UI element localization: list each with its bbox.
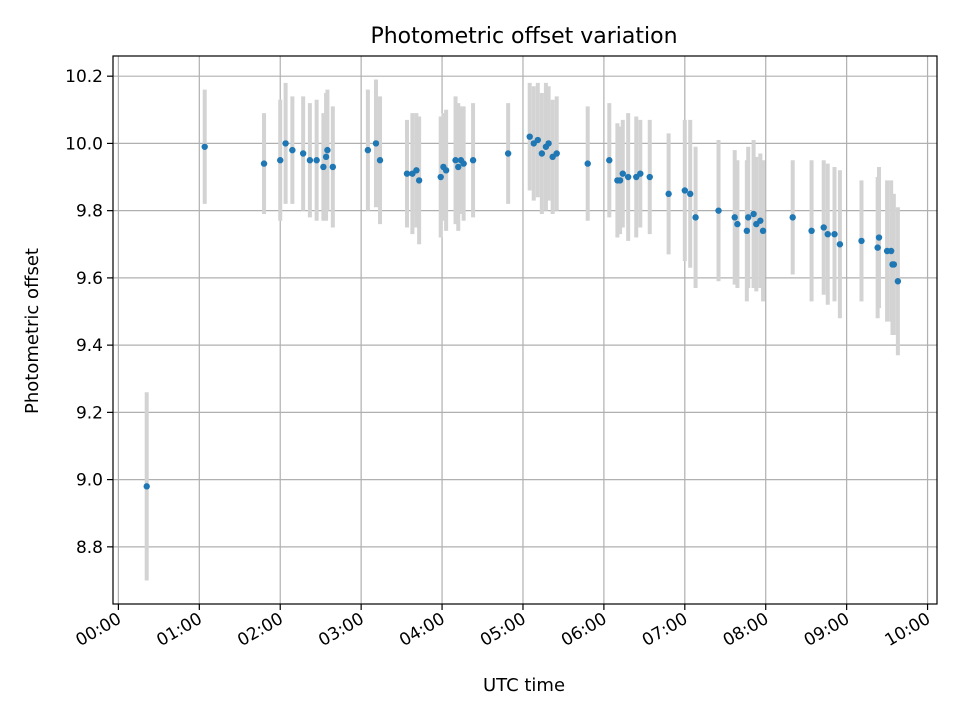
x-tick-label: 06:00	[558, 609, 610, 651]
data-point	[403, 170, 411, 177]
data-point	[619, 170, 626, 177]
x-tick-label: 01:00	[153, 609, 205, 651]
data-points	[143, 133, 902, 490]
x-tick-label: 03:00	[315, 609, 367, 651]
x-tick-label: 05:00	[477, 609, 529, 651]
data-point	[831, 230, 838, 238]
x-tick-label: 02:00	[234, 609, 286, 651]
data-point	[324, 146, 331, 154]
x-tick-label: 10:00	[882, 609, 934, 651]
data-point	[616, 177, 624, 184]
data-point	[437, 173, 444, 181]
data-point	[329, 163, 337, 171]
x-tick-label: 00:00	[72, 609, 124, 651]
data-point	[646, 173, 653, 181]
data-point	[504, 150, 512, 157]
data-point	[322, 153, 330, 161]
y-tick-label: 9.4	[76, 336, 103, 356]
data-point	[808, 227, 815, 235]
data-point	[757, 217, 764, 224]
data-point	[665, 190, 672, 198]
data-point	[143, 483, 150, 490]
data-point	[584, 160, 591, 167]
data-point	[789, 214, 796, 221]
data-point	[313, 157, 320, 164]
y-tick-label: 9.0	[76, 471, 103, 491]
data-point	[824, 230, 831, 238]
data-point	[277, 157, 284, 164]
data-point	[759, 227, 767, 235]
data-point	[415, 177, 423, 184]
data-point	[289, 146, 296, 154]
data-point	[201, 143, 208, 150]
data-point	[734, 220, 741, 228]
data-point	[545, 140, 552, 147]
x-axis-label: UTC time	[483, 675, 565, 696]
x-axis-ticks: 00:00 01:00 02:00 03:00 04:00 05:00 06:00 07:00…	[72, 604, 934, 651]
y-tick-label: 9.2	[76, 403, 103, 423]
data-point	[364, 146, 372, 154]
y-tick-label: 9.6	[76, 269, 103, 289]
data-point	[376, 157, 384, 164]
data-point	[731, 214, 738, 221]
data-point	[320, 163, 327, 171]
x-tick-label: 07:00	[639, 609, 691, 651]
data-point	[744, 214, 752, 221]
x-tick-label: 09:00	[801, 609, 853, 651]
data-point	[743, 227, 751, 235]
data-point	[452, 157, 459, 164]
y-axis-ticks: 8.8 9.0 9.2 9.4 9.6 9.8 10.0 10.2	[65, 67, 113, 558]
data-point	[469, 157, 477, 164]
data-point	[820, 224, 827, 231]
data-point	[624, 173, 632, 181]
y-tick-label: 8.8	[76, 538, 103, 558]
data-point	[534, 136, 542, 144]
data-point	[553, 150, 560, 157]
data-point	[692, 214, 699, 221]
y-tick-label: 9.8	[76, 202, 103, 222]
data-point	[442, 167, 450, 174]
data-point	[687, 190, 694, 198]
data-point	[282, 140, 289, 147]
x-tick-label: 08:00	[720, 609, 772, 651]
data-point	[836, 241, 844, 248]
data-point	[875, 234, 883, 241]
data-point	[858, 237, 865, 245]
chart-title: Photometric offset variation	[370, 24, 677, 49]
data-point	[306, 157, 314, 164]
error-bars	[144, 79, 900, 581]
x-tick-label: 04:00	[396, 609, 448, 651]
data-point	[260, 160, 268, 167]
data-point	[750, 210, 757, 218]
data-point	[538, 150, 546, 157]
plot-frame	[112, 55, 938, 605]
data-point	[887, 247, 895, 255]
data-point	[455, 163, 462, 171]
data-point	[372, 140, 380, 147]
data-point	[637, 170, 644, 177]
y-tick-label: 10.2	[65, 67, 103, 87]
data-point	[890, 261, 898, 268]
y-tick-label: 10.0	[65, 134, 103, 154]
data-point	[460, 160, 467, 167]
y-axis-label: Photometric offset	[22, 248, 43, 414]
data-point	[606, 157, 613, 164]
data-point	[715, 207, 722, 214]
grid-lines	[113, 56, 937, 604]
data-point	[299, 150, 307, 157]
data-point	[413, 167, 420, 174]
data-point	[874, 244, 881, 251]
data-point	[894, 278, 902, 285]
data-point	[681, 187, 689, 194]
data-point	[526, 133, 533, 140]
